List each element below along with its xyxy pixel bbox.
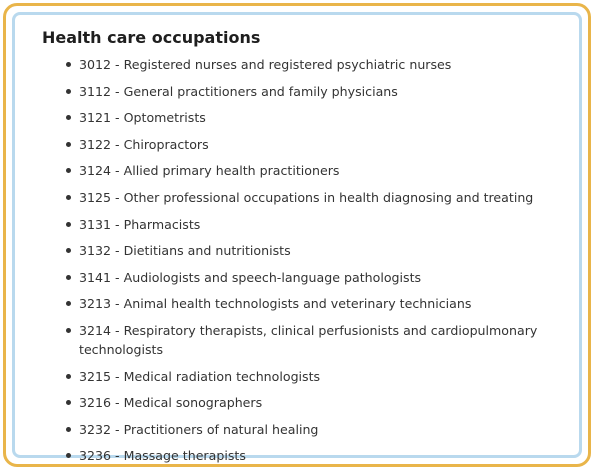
list-item: 3215 - Medical radiation technologists (42, 367, 542, 386)
list-item: 3131 - Pharmacists (42, 215, 542, 234)
list-item: 3216 - Medical sonographers (42, 393, 542, 412)
list-item: 3121 - Optometrists (42, 108, 542, 127)
content-card: Health care occupations 3012 - Registere… (12, 12, 582, 463)
section-heading: Health care occupations (42, 28, 261, 47)
list-item: 3214 - Respiratory therapists, clinical … (42, 321, 542, 359)
list-item: 3132 - Dietitians and nutritionists (42, 241, 542, 260)
list-item: 3125 - Other professional occupations in… (42, 188, 542, 207)
occupation-list: 3012 - Registered nurses and registered … (42, 55, 542, 473)
outer-frame: Health care occupations 3012 - Registere… (3, 3, 591, 467)
list-item: 3213 - Animal health technologists and v… (42, 294, 542, 313)
list-item: 3124 - Allied primary health practitione… (42, 161, 542, 180)
list-item: 3236 - Massage therapists (42, 446, 542, 465)
list-item: 3112 - General practitioners and family … (42, 82, 542, 101)
list-item: 3232 - Practitioners of natural healing (42, 420, 542, 439)
list-item: 3012 - Registered nurses and registered … (42, 55, 542, 74)
list-item: 3122 - Chiropractors (42, 135, 542, 154)
list-item: 3141 - Audiologists and speech-language … (42, 268, 542, 287)
